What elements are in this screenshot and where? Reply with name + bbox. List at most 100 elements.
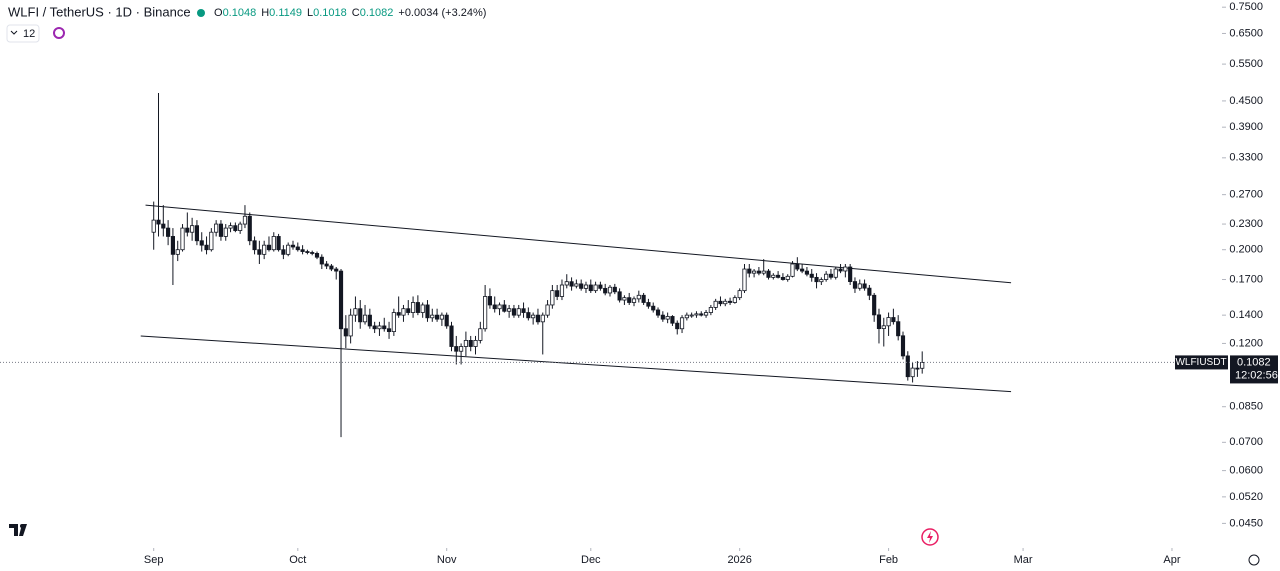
ohlc-legend: O0.1048 H0.1149 L0.1018 C0.1082 bbox=[214, 7, 393, 19]
candle-body bbox=[161, 223, 166, 229]
y-tick-label: 0.1400 bbox=[1229, 309, 1263, 321]
candle-body bbox=[290, 244, 296, 248]
candle-body bbox=[896, 321, 901, 337]
candle-body bbox=[622, 297, 627, 301]
candle-body bbox=[410, 302, 416, 313]
candle-body bbox=[852, 281, 858, 289]
ohlc-key: H bbox=[261, 7, 269, 19]
candle-body bbox=[204, 244, 209, 251]
x-tick-label: Mar bbox=[1014, 554, 1033, 566]
candle-body bbox=[699, 313, 704, 316]
candle-body bbox=[353, 308, 358, 316]
candle-body bbox=[449, 325, 454, 347]
ohlc-key: C bbox=[352, 7, 360, 19]
candle-body bbox=[588, 284, 593, 292]
candle-body bbox=[564, 281, 569, 286]
candle-body bbox=[742, 268, 747, 292]
y-tick-label: 0.0700 bbox=[1229, 436, 1263, 448]
ohlc-item: L0.1018 bbox=[307, 7, 347, 19]
candle-body bbox=[636, 294, 641, 300]
interval-label: 12 bbox=[23, 28, 35, 40]
candle-body bbox=[593, 284, 598, 292]
candle-body bbox=[651, 305, 656, 311]
candle-body bbox=[771, 274, 776, 278]
candle-body bbox=[238, 223, 243, 231]
candle-body bbox=[881, 325, 886, 330]
interval-box[interactable] bbox=[6, 24, 40, 43]
candle-body bbox=[694, 313, 699, 316]
candle-body bbox=[900, 335, 906, 357]
candle-body bbox=[305, 251, 310, 253]
lightning-bolt bbox=[927, 531, 933, 543]
candle-body bbox=[555, 290, 560, 297]
candle-body bbox=[386, 328, 392, 332]
candle-body bbox=[752, 270, 757, 274]
candle-body bbox=[838, 268, 843, 272]
candle-body bbox=[867, 287, 872, 296]
candle-body bbox=[646, 302, 651, 307]
candle-body bbox=[665, 316, 670, 320]
candle-body bbox=[535, 314, 541, 323]
candle-body bbox=[459, 346, 464, 352]
ohlc-item: C0.1082 bbox=[352, 7, 394, 19]
candle-body bbox=[550, 290, 555, 306]
candle-body bbox=[156, 219, 161, 225]
chevron-icon bbox=[10, 30, 18, 35]
x-tick-label: Apr bbox=[1163, 554, 1180, 566]
candle-body bbox=[598, 284, 603, 289]
x-tick-label: Dec bbox=[581, 554, 601, 566]
candle-body bbox=[310, 252, 315, 254]
candle-body bbox=[377, 325, 382, 330]
y-tick-label: 0.0850 bbox=[1229, 401, 1263, 413]
candle-body bbox=[727, 300, 733, 303]
candle-body bbox=[843, 266, 848, 272]
candle-body bbox=[886, 317, 891, 327]
x-tick-label: Sep bbox=[144, 554, 164, 566]
y-tick-label: 0.0600 bbox=[1229, 465, 1263, 477]
y-tick-label: 0.5500 bbox=[1229, 58, 1263, 70]
ohlc-value: 0.1149 bbox=[269, 7, 302, 19]
candle-body bbox=[737, 290, 742, 299]
candle-body bbox=[214, 223, 219, 233]
candle-body bbox=[910, 367, 915, 378]
sync-icon[interactable] bbox=[53, 27, 65, 39]
candle-body bbox=[175, 249, 180, 255]
settings-icon[interactable] bbox=[1248, 554, 1260, 566]
y-tick-label: 0.3900 bbox=[1229, 121, 1263, 133]
candle-body bbox=[170, 236, 175, 255]
candle-body bbox=[199, 240, 204, 246]
y-tick-label: 0.6500 bbox=[1229, 27, 1263, 39]
candle-body bbox=[804, 270, 810, 275]
candle-body bbox=[430, 314, 435, 319]
candle-body bbox=[372, 325, 377, 330]
candle-body bbox=[507, 308, 512, 312]
ohlc-value: 0.1048 bbox=[223, 7, 257, 19]
candle-body bbox=[915, 367, 920, 370]
x-tick-label: 2026 bbox=[727, 554, 751, 566]
candle-body bbox=[218, 223, 224, 237]
candle-body bbox=[617, 291, 622, 301]
candle-body bbox=[824, 273, 829, 280]
lightning-icon[interactable] bbox=[921, 528, 939, 546]
candle-body bbox=[478, 328, 483, 341]
candle-body bbox=[425, 304, 430, 319]
candle-body bbox=[295, 246, 300, 251]
candle-body bbox=[703, 312, 709, 316]
candle-body bbox=[151, 219, 156, 233]
candle-body bbox=[545, 304, 550, 316]
candle-body bbox=[641, 294, 646, 303]
y-tick-label: 0.3300 bbox=[1229, 152, 1263, 164]
candle-body bbox=[362, 314, 368, 323]
symbol-label: WLFIUSDT bbox=[1175, 357, 1226, 368]
price-label: 0.1082 bbox=[1237, 356, 1271, 368]
candle-body bbox=[358, 308, 363, 323]
candle-body bbox=[574, 283, 579, 287]
candle-body bbox=[747, 268, 752, 274]
change-label: +0.0034 (+3.24%) bbox=[398, 7, 486, 19]
candle-body bbox=[761, 270, 766, 274]
y-tick-label: 0.4500 bbox=[1229, 95, 1263, 107]
x-tick-label: Feb bbox=[879, 554, 898, 566]
candle-body bbox=[800, 268, 805, 272]
candle-body bbox=[795, 263, 800, 270]
